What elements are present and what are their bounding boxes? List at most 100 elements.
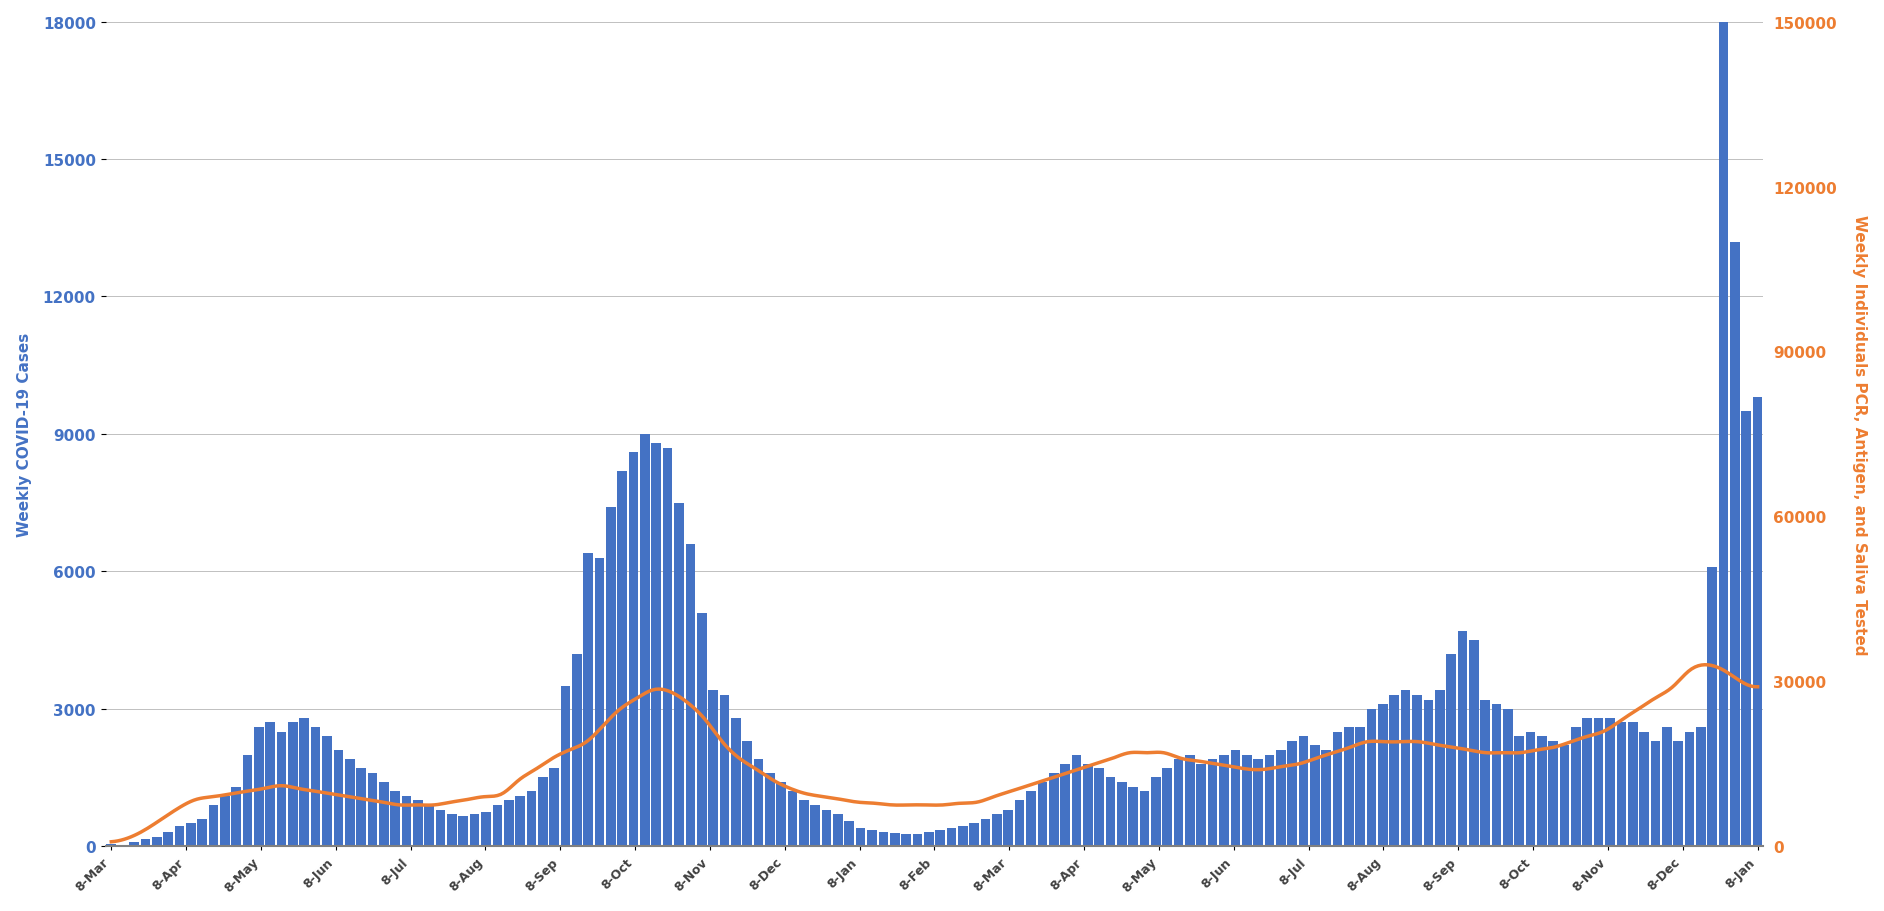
Bar [1230,750,1240,846]
Bar [526,792,537,846]
Bar [641,435,650,846]
Bar [1072,754,1081,846]
Bar [754,759,763,846]
Bar [492,805,503,846]
Bar [629,453,639,846]
Bar [1605,718,1615,846]
Bar [1185,754,1194,846]
Bar [243,754,252,846]
Bar [970,824,980,846]
Bar [1424,700,1434,846]
Bar [607,507,616,846]
Y-axis label: Weekly COVID-19 Cases: Weekly COVID-19 Cases [17,333,32,537]
Bar [1402,691,1411,846]
Bar [982,819,991,846]
Bar [469,814,479,846]
Bar [618,471,627,846]
Bar [799,801,808,846]
Bar [595,558,605,846]
Bar [934,830,946,846]
Bar [821,810,831,846]
Bar [1298,736,1307,846]
Bar [1140,792,1149,846]
Bar [1752,398,1762,846]
Bar [390,792,399,846]
Bar [379,783,388,846]
Bar [1366,709,1377,846]
Bar [1730,242,1739,846]
Bar [889,834,899,846]
Bar [946,828,957,846]
Bar [1628,722,1637,846]
Bar [1549,741,1558,846]
Bar [220,796,230,846]
Bar [878,833,887,846]
Bar [1151,778,1161,846]
Bar [1038,783,1048,846]
Bar [1015,801,1025,846]
Bar [232,787,241,846]
Bar [198,819,207,846]
Bar [175,825,185,846]
Bar [514,796,526,846]
Bar [1526,732,1535,846]
Bar [1095,769,1104,846]
Bar [1355,727,1366,846]
Bar [345,759,354,846]
Bar [1083,763,1093,846]
Bar [1436,691,1445,846]
Bar [413,801,422,846]
Bar [539,778,548,846]
Bar [1174,759,1183,846]
Bar [1321,750,1330,846]
Bar [1343,727,1355,846]
Bar [503,801,514,846]
Bar [1027,792,1036,846]
Bar [1253,759,1262,846]
Bar [1594,718,1603,846]
Bar [1741,412,1750,846]
Bar [1481,700,1490,846]
Bar [288,722,298,846]
Bar [663,448,673,846]
Bar [458,816,467,846]
Bar [164,833,173,846]
Bar [1650,741,1660,846]
Bar [300,718,309,846]
Bar [686,544,695,846]
Bar [130,843,139,846]
Bar [1707,568,1716,846]
Bar [311,727,320,846]
Bar [187,824,196,846]
Bar [119,844,128,846]
Bar [1684,732,1694,846]
Bar [1390,695,1400,846]
Bar [367,773,377,846]
Bar [1264,754,1274,846]
Bar [959,825,968,846]
Bar [867,830,876,846]
Bar [1377,704,1389,846]
Bar [435,810,445,846]
Bar [1117,783,1127,846]
Bar [1696,727,1705,846]
Bar [1004,810,1014,846]
Bar [480,812,492,846]
Bar [1061,763,1070,846]
Bar [401,796,411,846]
Bar [1515,736,1524,846]
Bar [697,613,706,846]
Bar [844,821,853,846]
Bar [1458,631,1468,846]
Bar [1129,787,1138,846]
Bar [1560,745,1569,846]
Bar [833,814,842,846]
Bar [674,503,684,846]
Bar [1718,23,1728,846]
Bar [1332,732,1343,846]
Bar [652,444,661,846]
Bar [742,741,752,846]
Bar [254,727,264,846]
Bar [1447,654,1456,846]
Bar [1219,754,1228,846]
